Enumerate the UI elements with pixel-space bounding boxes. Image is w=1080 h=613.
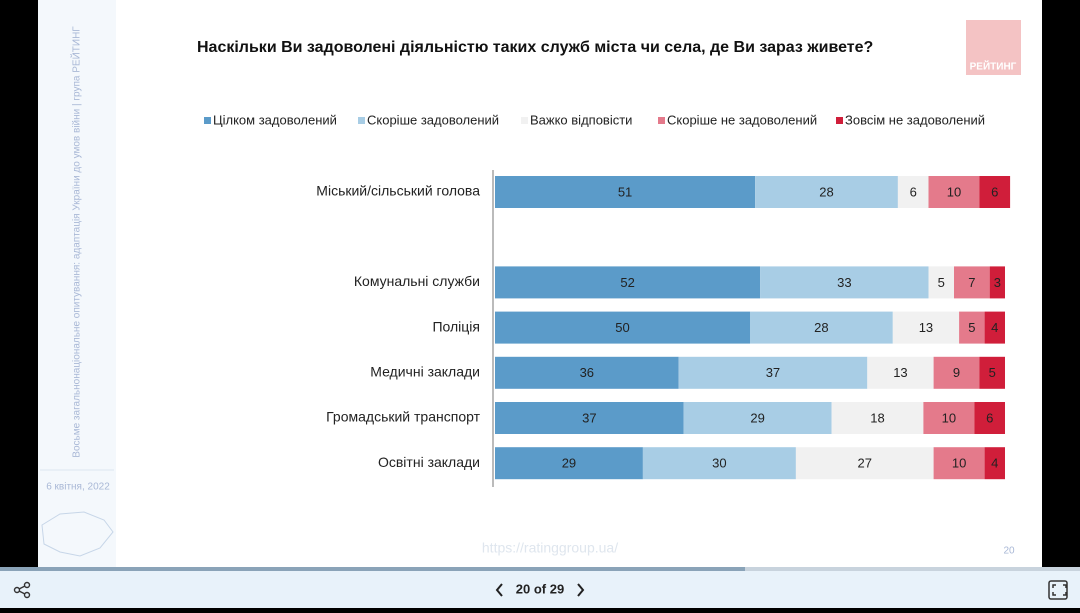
legend-label: Зовсім не задоволений: [845, 112, 985, 127]
fullscreen-button[interactable]: [1048, 580, 1068, 600]
map-outline: [41, 511, 114, 557]
data-label: 29: [750, 410, 764, 425]
share-button[interactable]: [13, 581, 31, 599]
bar-segment: [984, 447, 1005, 480]
data-label: 13: [919, 320, 933, 335]
bar-segment: [933, 447, 985, 480]
prev-button[interactable]: [495, 583, 503, 597]
page-number: 20: [1003, 546, 1015, 557]
bar-segment: [495, 266, 761, 299]
bar-segment: [495, 176, 756, 208]
bar-segment: [795, 447, 934, 480]
data-label: 28: [814, 320, 828, 335]
legend-swatch: [204, 117, 211, 124]
viewer-bar: [0, 567, 1080, 608]
data-label: 50: [615, 320, 629, 335]
chart: Цілком задоволений Скоріше задоволений Важ…: [204, 112, 1011, 480]
category-label: Громадський транспорт: [326, 409, 480, 425]
data-label: 10: [947, 184, 961, 199]
data-label: 10: [952, 456, 966, 471]
side-note: Восьме загальнонаціональне опитування: а…: [70, 26, 83, 458]
data-label: 5: [968, 320, 975, 335]
sidebar: [38, 0, 116, 567]
legend-label: Цілком задоволений: [213, 112, 337, 127]
bar-segment: [642, 447, 796, 480]
data-label: 37: [766, 365, 780, 380]
category-label: Комунальні служби: [354, 273, 480, 289]
legend-swatch: [836, 117, 843, 124]
bar-segment: [892, 311, 960, 344]
url[interactable]: https://ratinggroup.ua/: [482, 540, 618, 556]
data-label: 7: [968, 275, 975, 290]
data-label: 36: [580, 365, 594, 380]
next-button[interactable]: [577, 583, 585, 597]
bar-segment: [683, 402, 832, 434]
data-label: 28: [819, 184, 833, 199]
data-label: 6: [991, 184, 998, 199]
progress-fill: [0, 567, 745, 571]
bar-segment: [760, 266, 929, 299]
bar-segment: [495, 356, 679, 389]
chart-title: Наскільки Ви задоволені діяльністю таких…: [197, 39, 873, 56]
bar-segment: [979, 356, 1005, 389]
bar-segment: [974, 402, 1005, 434]
bar-segment: [959, 311, 985, 344]
data-label: 3: [994, 275, 1001, 290]
bar-segment: [928, 266, 954, 299]
category-label: Поліція: [432, 318, 480, 334]
page-indicator: 20 of 29: [516, 581, 564, 596]
legend-label: Скоріше задоволений: [367, 112, 499, 127]
bar-segment: [979, 176, 1011, 208]
bar-segment: [867, 356, 934, 389]
legend-swatch: [658, 117, 665, 124]
data-label: 30: [712, 456, 726, 471]
bar-segment: [750, 311, 893, 344]
legend-swatch: [358, 117, 365, 124]
data-label: 18: [870, 410, 884, 425]
data-label: 37: [582, 410, 596, 425]
category-label: Міський/сільський голова: [316, 183, 480, 199]
data-label: 4: [991, 320, 998, 335]
logo-text: РЕЙТИНГ: [970, 60, 1017, 73]
data-label: 9: [953, 365, 960, 380]
data-label: 52: [620, 275, 634, 290]
data-label: 6: [910, 184, 917, 199]
data-label: 51: [618, 184, 632, 199]
bar-segment: [928, 176, 980, 208]
bar-segment: [495, 311, 750, 344]
logo: [966, 20, 1021, 75]
data-label: 10: [942, 410, 956, 425]
bar-segment: [678, 356, 868, 389]
data-label: 27: [858, 456, 872, 471]
bar-segment: [831, 402, 924, 434]
legend-label: Важко відповісти: [530, 112, 632, 127]
bar-segment: [954, 266, 990, 299]
data-label: 4: [991, 456, 998, 471]
bar-segment: [933, 356, 980, 389]
data-label: 13: [893, 365, 907, 380]
legend-swatch: [521, 117, 528, 124]
bar-segment: [923, 402, 975, 434]
date: 6 квітня, 2022: [46, 482, 110, 493]
category-label: Медичні заклади: [370, 364, 480, 380]
bar-segment: [984, 311, 1005, 344]
bar-segment: [989, 266, 1005, 299]
bar-segment: [495, 402, 684, 434]
bar-segment: [897, 176, 929, 208]
data-label: 5: [938, 275, 945, 290]
bar-segment: [755, 176, 898, 208]
legend-label: Скоріше не задоволений: [667, 112, 817, 127]
data-label: 33: [837, 275, 851, 290]
data-label: 6: [986, 410, 993, 425]
data-label: 5: [989, 365, 996, 380]
bar-segment: [495, 447, 643, 480]
category-label: Освітні заклади: [378, 454, 480, 470]
data-label: 29: [562, 456, 576, 471]
